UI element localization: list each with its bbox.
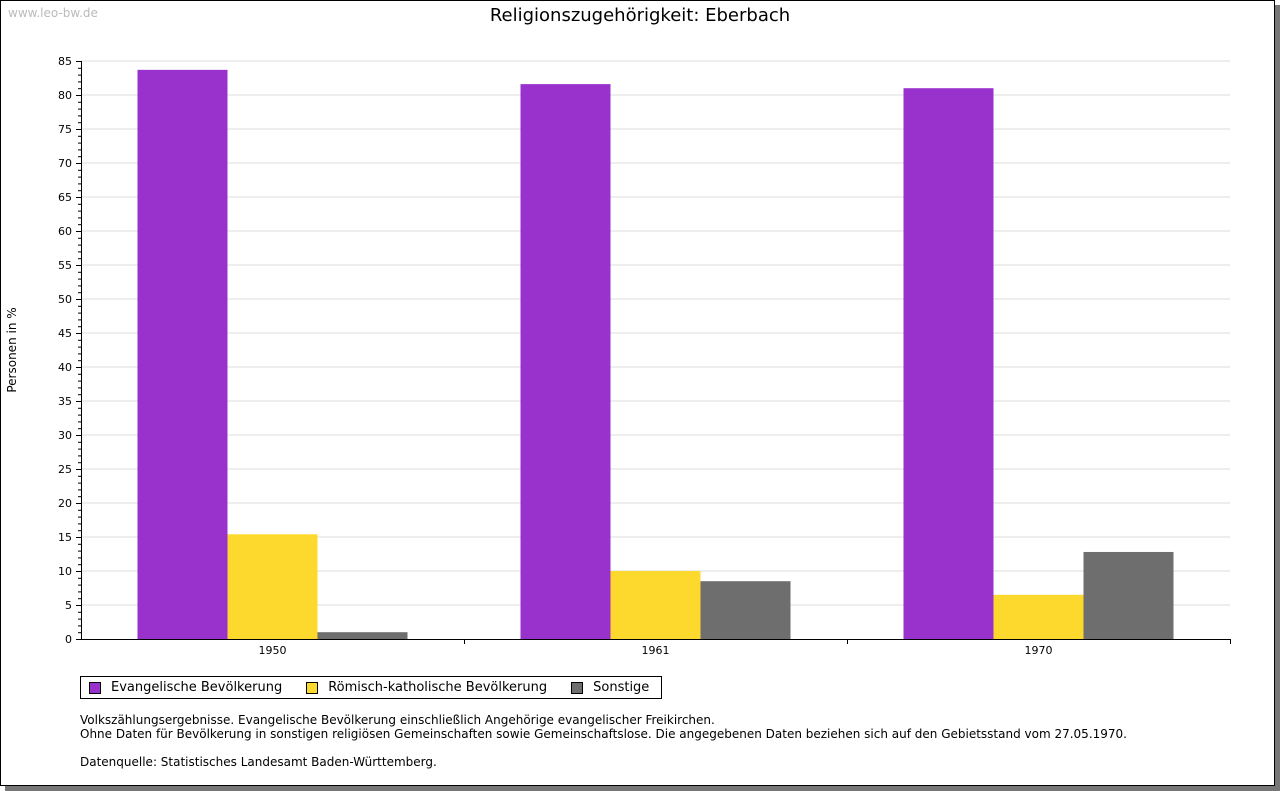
y-tick-label: 5 [65, 599, 72, 612]
y-tick-label: 35 [58, 395, 72, 408]
bar [137, 69, 228, 640]
bar [520, 84, 611, 640]
bar [610, 571, 701, 639]
y-tick-label: 65 [58, 191, 72, 204]
y-tick-label: 10 [58, 565, 72, 578]
legend-swatch [89, 681, 101, 694]
x-tick-label: 1950 [259, 644, 287, 657]
y-tick-label: 45 [58, 327, 72, 340]
bar [993, 594, 1084, 639]
y-tick-label: 0 [65, 633, 72, 646]
watermark: www.leo-bw.de [8, 6, 98, 20]
y-tick-label: 80 [58, 89, 72, 102]
legend-item: Römisch-katholische Bevölkerung [306, 680, 547, 695]
y-tick-label: 85 [58, 55, 72, 68]
x-tick-label: 1961 [642, 644, 670, 657]
x-tick-label: 1970 [1025, 644, 1053, 657]
y-tick-label: 50 [58, 293, 72, 306]
chart-notes: Volkszählungsergebnisse. Evangelische Be… [80, 713, 1127, 769]
bar [1083, 551, 1174, 639]
legend-item: Evangelische Bevölkerung [89, 680, 282, 695]
bar [317, 632, 408, 639]
y-tick-label: 30 [58, 429, 72, 442]
y-tick-label: 70 [58, 157, 72, 170]
y-tick-label: 15 [58, 531, 72, 544]
y-tick-label: 20 [58, 497, 72, 510]
y-tick-label: 40 [58, 361, 72, 374]
bar [903, 88, 994, 639]
chart-title: Religionszugehörigkeit: Eberbach [490, 5, 790, 26]
bar [227, 534, 318, 639]
y-tick-label: 55 [58, 259, 72, 272]
legend: Evangelische Bevölkerung Römisch-katholis… [80, 676, 663, 699]
legend-swatch [571, 681, 584, 694]
legend-item: Sonstige [571, 680, 649, 695]
y-tick-label: 75 [58, 123, 72, 136]
legend-label: Römisch-katholische Bevölkerung [328, 680, 548, 695]
note-line-2: Ohne Daten für Bevölkerung in sonstigen … [80, 727, 1127, 741]
legend-swatch [306, 681, 319, 694]
legend-label: Evangelische Bevölkerung [111, 680, 283, 695]
y-tick-label: 25 [58, 463, 72, 476]
note-line-1: Volkszählungsergebnisse. Evangelische Be… [80, 713, 715, 727]
legend-label: Sonstige [593, 680, 650, 695]
data-source: Datenquelle: Statistisches Landesamt Bad… [80, 755, 437, 769]
y-tick-label: 60 [58, 225, 72, 238]
bar [700, 581, 791, 639]
y-axis-label: Personen in % [5, 307, 19, 392]
